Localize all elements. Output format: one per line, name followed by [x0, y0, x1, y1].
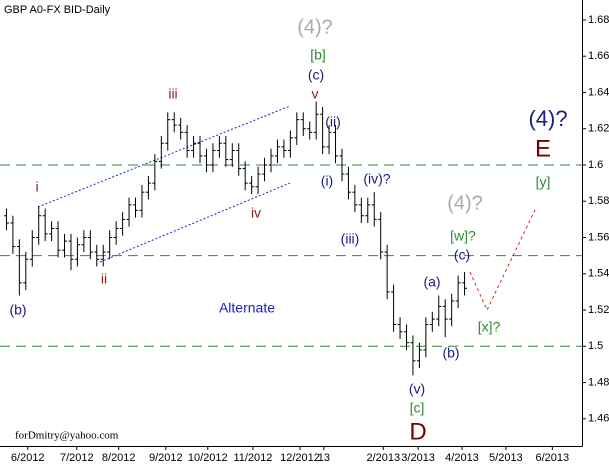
wave-label: iii [168, 86, 177, 102]
x-tick-label: 11/2012 [233, 452, 272, 464]
y-tick-label: 1.68 [588, 14, 609, 26]
x-tick-label: 2/2013 [366, 452, 400, 464]
wave-label: (a) [423, 274, 440, 290]
y-tick-label: 1.64 [588, 86, 609, 98]
chart-title: GBP A0-FX BID-Daily [4, 4, 111, 16]
wave-label: [y] [536, 174, 551, 190]
wave-label: v [312, 86, 319, 102]
x-tick-label: 3/2013 [401, 452, 435, 464]
wave-label: [x]? [478, 319, 501, 335]
wave-label: (4)? [528, 106, 567, 131]
wave-label: [c] [410, 400, 425, 416]
wave-label: (ii) [325, 114, 341, 130]
x-tick-label: 5/2013 [489, 452, 523, 464]
y-tick-label: 1.48 [588, 376, 609, 388]
wave-label: (4)? [447, 192, 483, 214]
y-tick-label: 1.62 [588, 123, 609, 135]
x-tick-label: 9/2012 [149, 452, 183, 464]
wave-label: iv [251, 205, 261, 221]
wave-label: (iv)? [363, 171, 390, 187]
wave-label: i [35, 179, 38, 195]
wave-label: (v) [409, 381, 425, 397]
wave-label: E [535, 135, 551, 162]
x-tick-label: 6/2013 [535, 452, 569, 464]
x-tick-label: 12/2012 [280, 452, 320, 464]
y-tick-label: 1.46 [588, 413, 609, 425]
wave-label: (4)? [297, 16, 333, 38]
wave-label: (c) [454, 247, 470, 263]
y-tick-label: 1.56 [588, 231, 609, 243]
x-tick-label: 6/2012 [11, 452, 45, 464]
y-tick-label: 1.58 [588, 195, 609, 207]
wave-label: D [409, 418, 426, 445]
y-tick-label: 1.54 [588, 268, 609, 280]
wave-label: (b) [442, 345, 459, 361]
wave-label: (b) [9, 302, 26, 318]
x-tick-label: 10/2012 [188, 452, 228, 464]
wave-label: (i) [321, 173, 333, 189]
x-tick-label: 13 [318, 452, 330, 464]
wave-label: (c) [308, 67, 324, 83]
channel-line [37, 105, 291, 208]
wave-label: Alternate [219, 300, 275, 316]
x-tick-label: 4/2013 [445, 452, 479, 464]
wave-label: ii [101, 271, 107, 287]
projection-line [469, 209, 536, 312]
x-tick-label: 8/2012 [102, 452, 136, 464]
y-tick-label: 1.52 [588, 304, 609, 316]
y-tick-label: 1.66 [588, 50, 609, 62]
wave-label: [w]? [450, 228, 476, 244]
x-tick-label: 7/2012 [60, 452, 94, 464]
wave-label: (iii) [341, 231, 360, 247]
wave-label: [b] [310, 47, 326, 63]
footer: forDmitry@yahoo.com [15, 430, 119, 442]
y-tick-label: 1.5 [588, 340, 603, 352]
y-tick-label: 1.6 [588, 159, 603, 171]
